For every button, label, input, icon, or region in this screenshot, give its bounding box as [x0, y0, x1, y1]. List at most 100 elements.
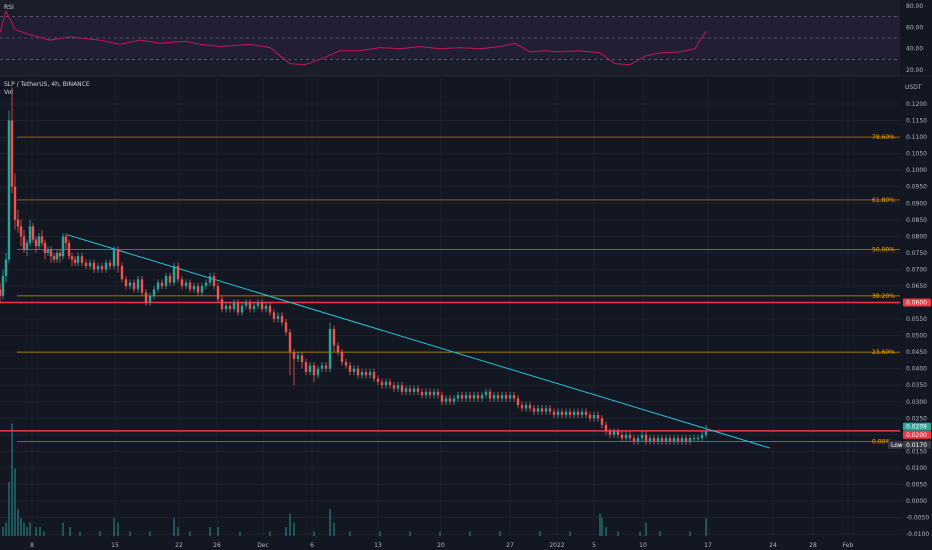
candle-body	[580, 411, 584, 415]
time-axis[interactable]: 8 15 22 26 Dec 6 13 20 27 2022 5 10 17 24 28 Feb	[0, 537, 900, 550]
candle-body	[49, 249, 53, 257]
candle-body	[184, 282, 188, 286]
volume-bar	[285, 527, 287, 536]
candle-body	[284, 322, 288, 333]
candle-body	[40, 236, 44, 243]
x-tick-label: 15	[111, 542, 119, 549]
x-tick-label: 27	[506, 542, 514, 549]
candle-body	[664, 438, 668, 442]
horizontal-lines	[0, 301, 900, 432]
trendline[interactable]	[66, 234, 771, 449]
candle-body	[1, 276, 5, 296]
candle-body	[404, 388, 408, 392]
y-tick-label: 0.0300	[906, 399, 927, 406]
y-tick-label: -0.0100	[906, 531, 929, 538]
y-tick-label: 0.0150	[906, 448, 927, 455]
candle-body	[46, 249, 50, 253]
candle-body	[408, 388, 412, 392]
candle-body	[348, 365, 352, 372]
volume-bar	[8, 482, 10, 536]
candle-body	[440, 395, 444, 402]
x-axis-ticks: 8 15 22 26 Dec 6 13 20 27 2022 5 10 17 24 28 Feb	[30, 542, 853, 549]
y-tick-label: 0.0900	[906, 200, 927, 207]
price-axis[interactable]: USDT -0.0100 -0.0050 0.0000 0.0050 0.0100 0.0…	[888, 76, 932, 550]
y-tick-label: 0.0800	[906, 233, 927, 240]
rsi-tick-label: 80.00	[906, 3, 923, 10]
volume-bar	[313, 531, 315, 536]
low-label-bg	[888, 440, 902, 449]
candle-body	[196, 285, 200, 293]
candle-body	[228, 305, 232, 310]
rsi-y-axis: 20.00 40.00 60.00 80.00	[906, 3, 923, 74]
volume-bar	[645, 522, 647, 536]
candle-body	[108, 262, 112, 267]
candle-body	[472, 395, 476, 399]
low-price-tag-bg	[903, 440, 931, 449]
y-tick-label: 0.0500	[906, 333, 927, 340]
candle-body	[480, 395, 484, 399]
candle-body	[628, 434, 632, 439]
x-tick-label: 6	[310, 542, 314, 549]
x-tick-label: 5	[592, 542, 596, 549]
support-price-tag-bg	[903, 430, 931, 439]
candle-body	[564, 411, 568, 415]
candle-body	[332, 328, 336, 346]
candle-body	[312, 365, 316, 376]
candle-body	[528, 405, 532, 409]
rsi-line	[0, 9, 707, 66]
volume-bar	[99, 531, 101, 536]
candle-body	[576, 411, 580, 415]
candle-body	[644, 434, 648, 442]
candle-body	[96, 266, 100, 270]
volume-bar	[149, 531, 151, 536]
candle-body	[216, 285, 220, 300]
candle-body	[240, 305, 244, 313]
candle-body	[256, 302, 260, 306]
volume-bar	[499, 531, 501, 536]
candle-body	[112, 249, 116, 267]
y-tick-label: 0.0250	[906, 415, 927, 422]
candle-body	[132, 282, 136, 290]
candle-body	[560, 411, 564, 415]
candle-body	[556, 411, 560, 415]
candle-body	[360, 371, 364, 376]
x-tick-label: Dec	[257, 542, 269, 549]
volume-bar	[601, 518, 603, 536]
rsi-tick-label: 20.00	[906, 67, 923, 74]
candle-body	[468, 395, 472, 399]
candle-body	[25, 242, 29, 250]
volume-bar	[659, 531, 661, 536]
candle-body	[476, 395, 480, 399]
x-tick-label: 10	[639, 542, 647, 549]
candle-body	[652, 438, 656, 442]
x-tick-label: 17	[704, 542, 712, 549]
candle-body	[37, 236, 41, 247]
candle-body	[396, 385, 400, 389]
candle-body	[452, 398, 456, 402]
candle-body	[144, 292, 148, 303]
candle-body	[104, 262, 108, 270]
candle-body	[116, 249, 120, 267]
candle-body	[356, 368, 360, 376]
candle-body	[172, 266, 176, 283]
candle-body	[432, 391, 436, 396]
y-tick-label: 0.0100	[906, 465, 927, 472]
volume-bar	[23, 522, 25, 536]
x-tick-label: 24	[769, 542, 777, 549]
candle-body	[588, 414, 592, 419]
candle-body	[120, 266, 124, 280]
candle-body	[160, 282, 164, 286]
support-price-tag: 0.0200	[906, 432, 927, 439]
candle-body	[152, 289, 156, 296]
candle-body	[248, 302, 252, 310]
volume-bar	[639, 531, 641, 536]
x-tick-label: 8	[30, 542, 34, 549]
candle-body	[428, 391, 432, 396]
y-tick-label: 0.0550	[906, 316, 927, 323]
candle-body	[608, 431, 612, 435]
candle-body	[13, 186, 17, 220]
candle-body	[176, 266, 180, 280]
volume-bar	[29, 522, 31, 536]
candle-body	[584, 411, 588, 415]
